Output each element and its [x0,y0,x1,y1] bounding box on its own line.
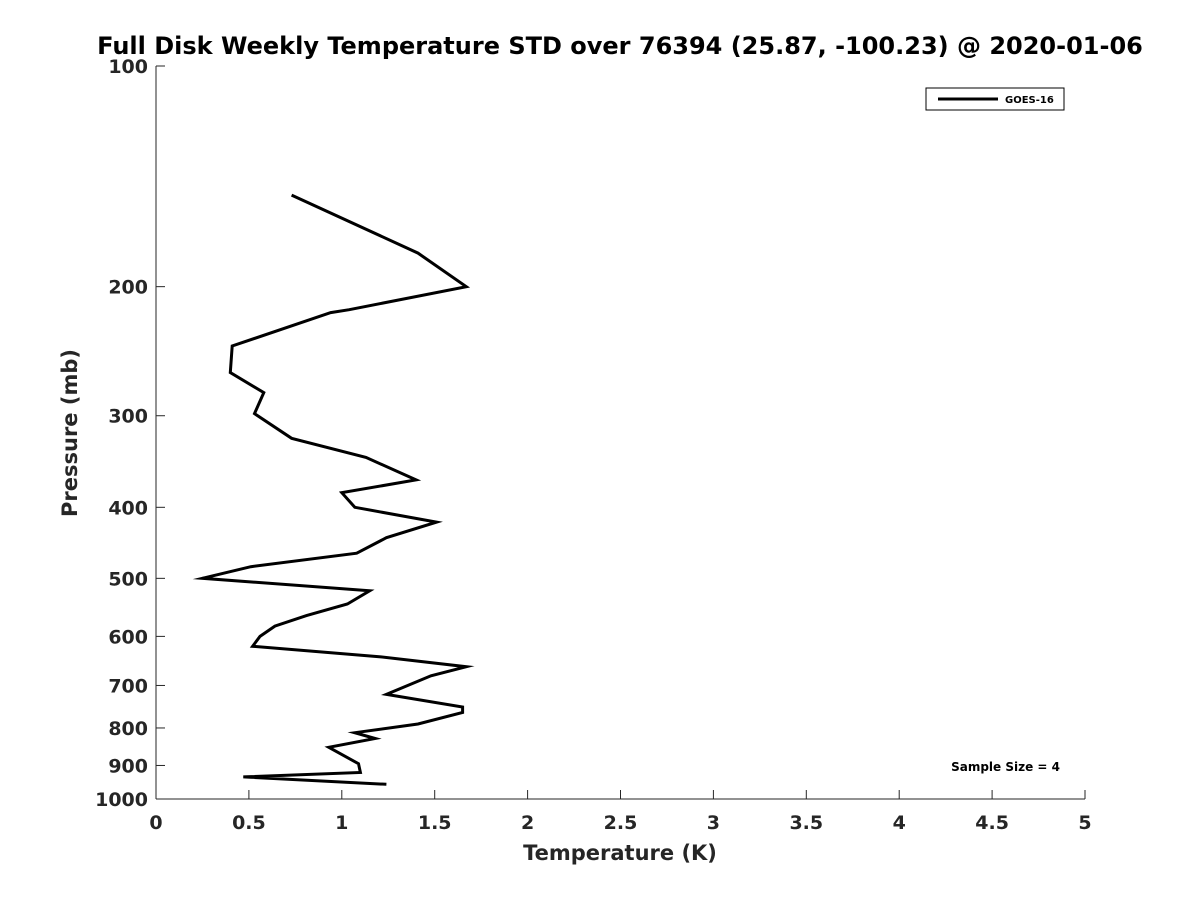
y-tick-label: 300 [108,406,148,428]
plot-area [155,66,1085,800]
y-axis: 100 200 300 400 500 600 700 800 900 1000 [95,56,165,811]
sample-size-annotation: Sample Size = 4 [951,760,1060,774]
y-tick-label: 1000 [95,789,148,811]
legend-label: GOES-16 [1005,95,1054,106]
y-axis-title: Pressure (mb) [58,349,82,517]
y-tick-label: 100 [108,56,148,78]
y-tick-label: 500 [108,568,148,590]
x-tick-label: 3 [707,812,720,834]
x-tick-label: 4.5 [975,812,1009,834]
x-tick-label: 1 [335,812,348,834]
x-tick-label: 0.5 [232,812,266,834]
x-axis-title: Temperature (K) [523,841,717,865]
y-tick-label: 400 [108,497,148,519]
y-tick-label: 800 [108,718,148,740]
y-tick-label: 200 [108,277,148,299]
series-line-goes-16 [192,193,475,786]
x-tick-label: 4 [893,812,906,834]
x-tick-label: 0 [149,812,162,834]
y-tick-label: 900 [108,755,148,777]
y-tick-label: 600 [108,626,148,648]
x-tick-label: 2 [521,812,534,834]
legend: GOES-16 [925,87,1065,111]
x-tick-label: 1.5 [418,812,452,834]
chart-title: Full Disk Weekly Temperature STD over 76… [97,32,1143,60]
x-tick-label: 3.5 [789,812,823,834]
x-axis: 0 0.5 1 1.5 2 2.5 3 3.5 4 4.5 5 [149,790,1092,834]
x-tick-label: 5 [1078,812,1091,834]
y-tick-label: 700 [108,675,148,697]
series-layer [192,193,475,786]
x-tick-label: 2.5 [604,812,638,834]
